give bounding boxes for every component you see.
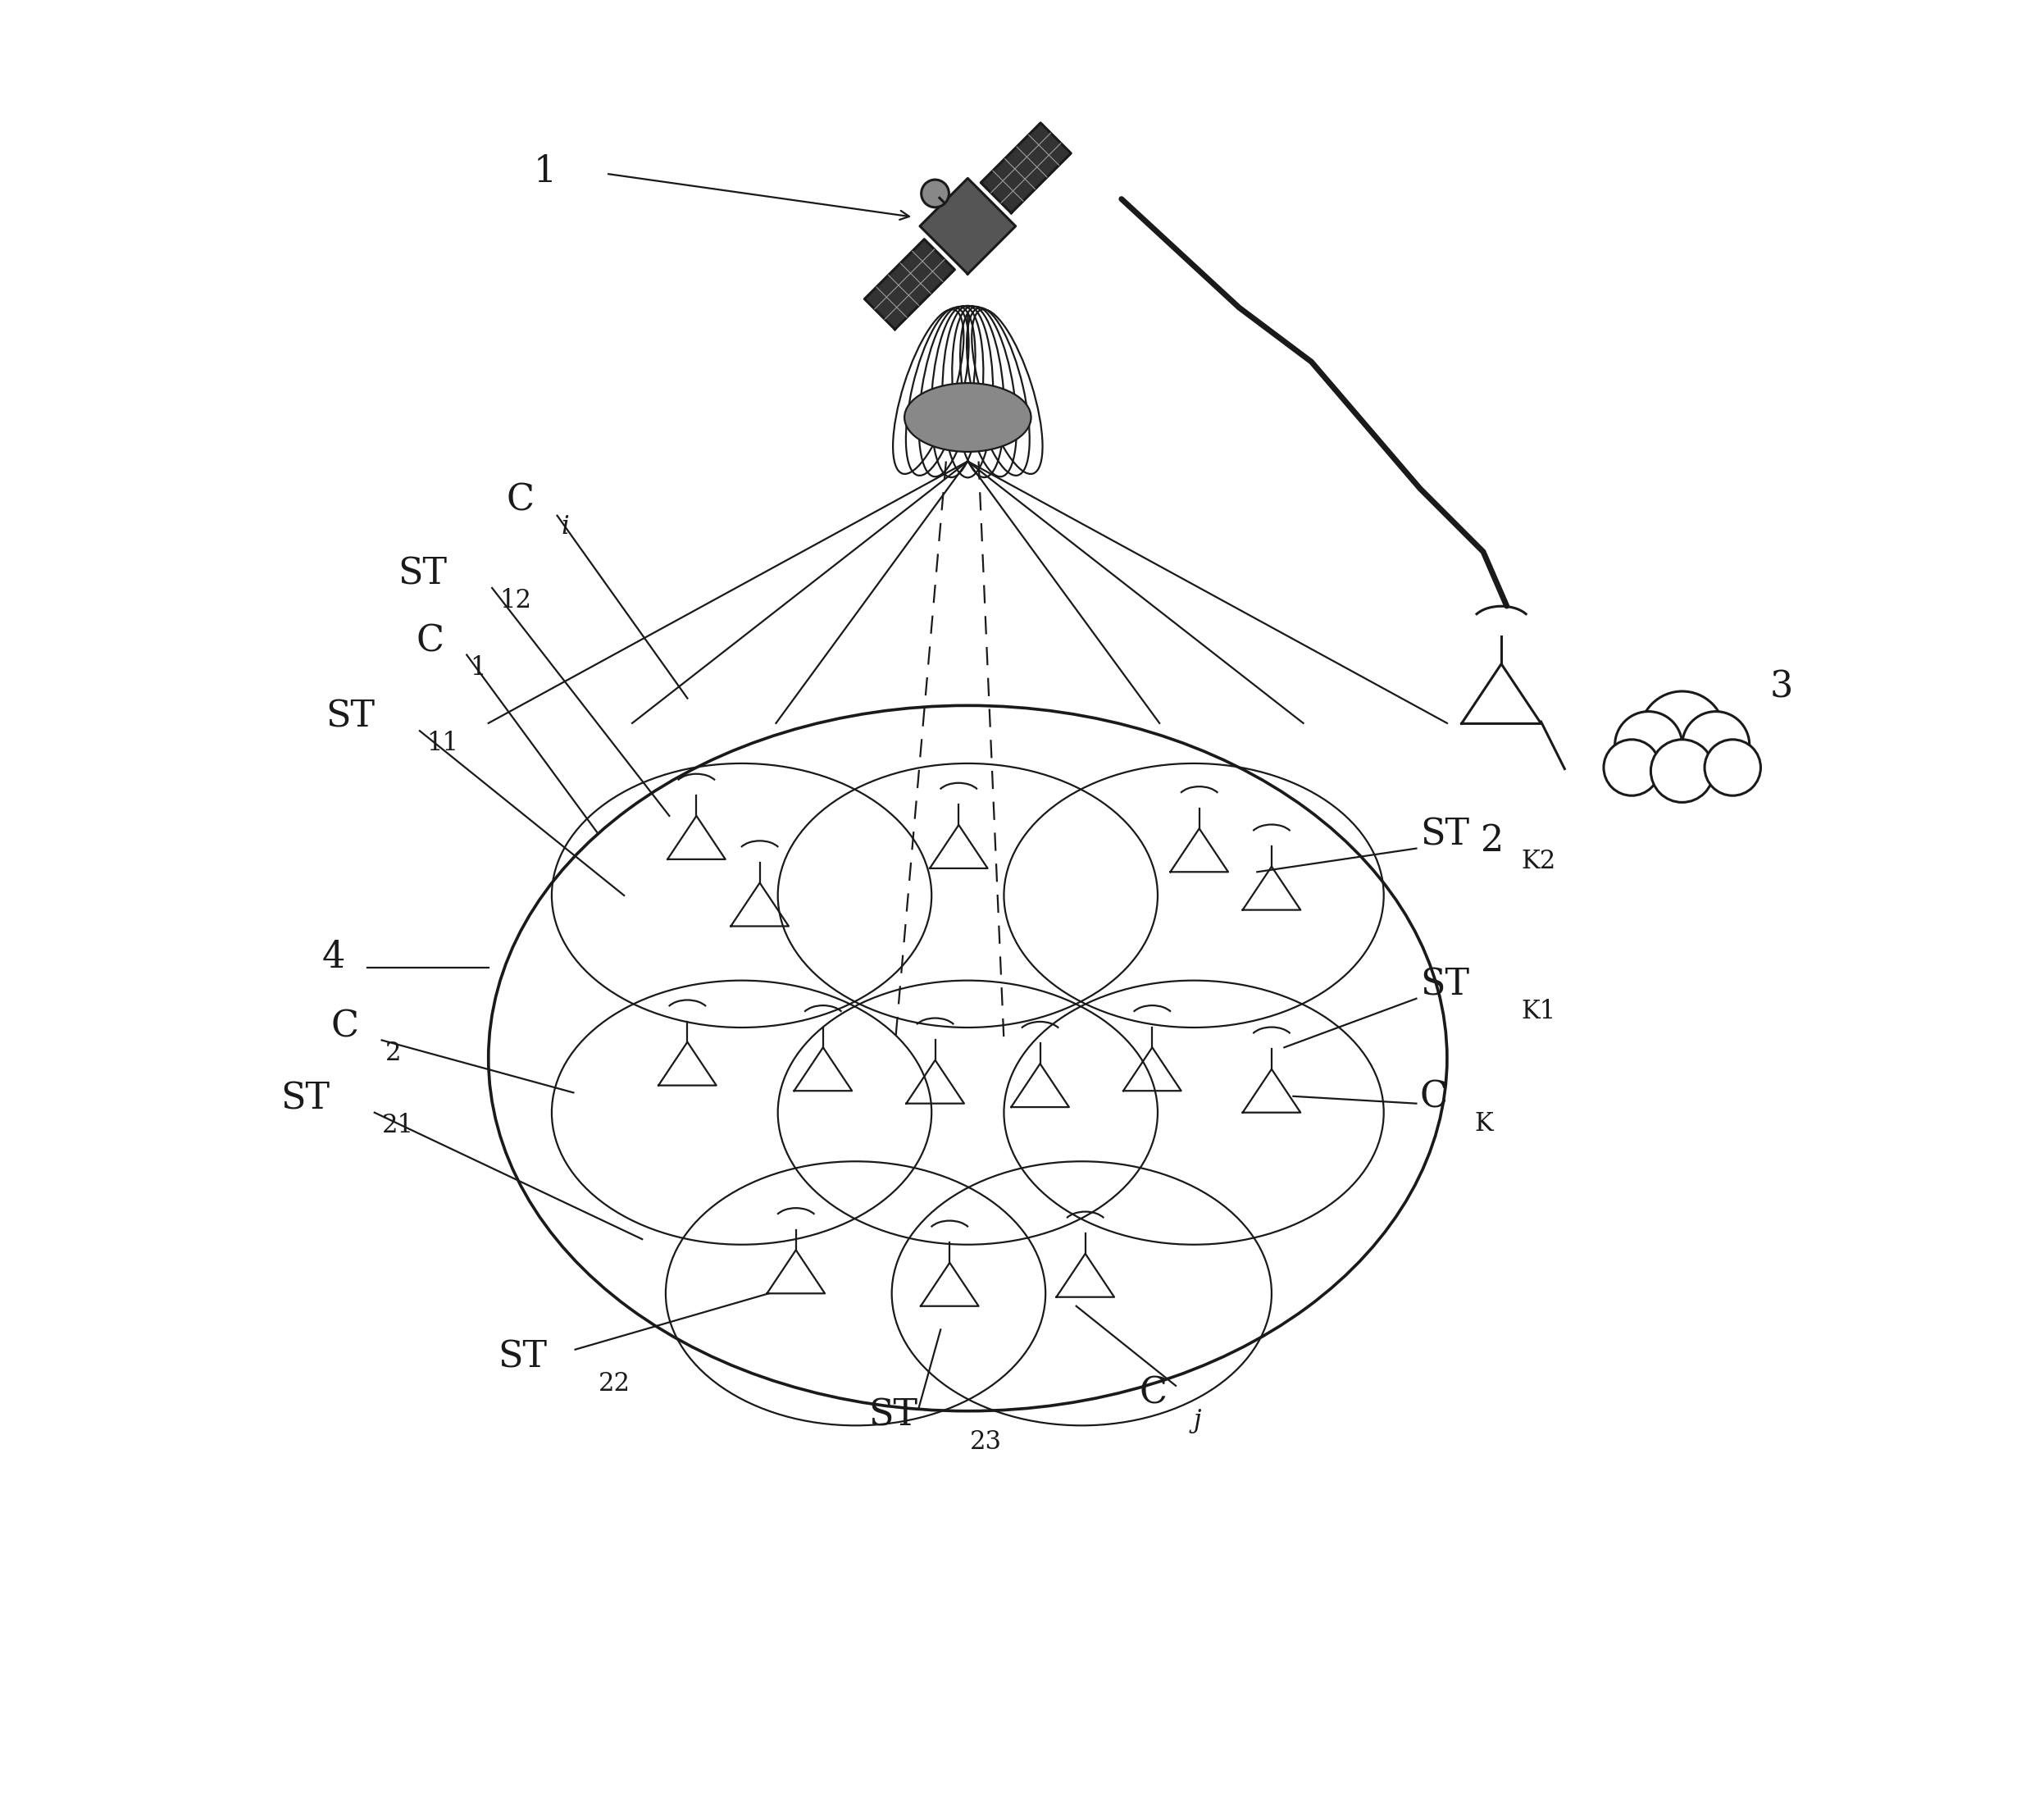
Text: K1: K1: [1521, 999, 1555, 1024]
Text: K: K: [1474, 1111, 1492, 1136]
Text: K2: K2: [1521, 848, 1555, 874]
Text: 2: 2: [1480, 823, 1504, 859]
Text: ST: ST: [1421, 968, 1470, 1002]
Circle shape: [1682, 711, 1750, 780]
Text: C: C: [1141, 1377, 1167, 1411]
Text: C: C: [331, 1009, 360, 1044]
Text: 23: 23: [969, 1429, 1002, 1454]
Text: 12: 12: [499, 588, 531, 613]
Text: C: C: [507, 483, 533, 517]
Text: 22: 22: [599, 1371, 632, 1397]
Text: 4: 4: [323, 941, 345, 975]
Ellipse shape: [903, 384, 1030, 452]
Circle shape: [1605, 740, 1660, 796]
Text: ST: ST: [497, 1340, 546, 1375]
Text: ST: ST: [869, 1398, 918, 1433]
Circle shape: [1705, 740, 1760, 796]
Text: 11: 11: [427, 731, 460, 756]
Text: j: j: [1194, 1407, 1202, 1433]
Text: 1: 1: [470, 655, 486, 680]
Text: ST: ST: [280, 1082, 329, 1116]
Text: 21: 21: [382, 1113, 413, 1138]
Text: C: C: [417, 624, 444, 658]
Text: 3: 3: [1770, 669, 1793, 706]
Text: i: i: [560, 514, 568, 539]
Text: C: C: [1421, 1080, 1447, 1114]
Text: 2: 2: [386, 1040, 401, 1066]
Circle shape: [1652, 740, 1713, 803]
Circle shape: [1615, 711, 1682, 780]
Polygon shape: [981, 123, 1071, 213]
Text: 1: 1: [533, 154, 556, 190]
Circle shape: [1639, 691, 1725, 776]
Text: ST: ST: [325, 700, 374, 734]
Text: ST: ST: [1421, 818, 1470, 852]
Polygon shape: [920, 179, 1016, 273]
Polygon shape: [865, 239, 955, 329]
Text: ST: ST: [399, 557, 448, 592]
Circle shape: [922, 179, 948, 208]
